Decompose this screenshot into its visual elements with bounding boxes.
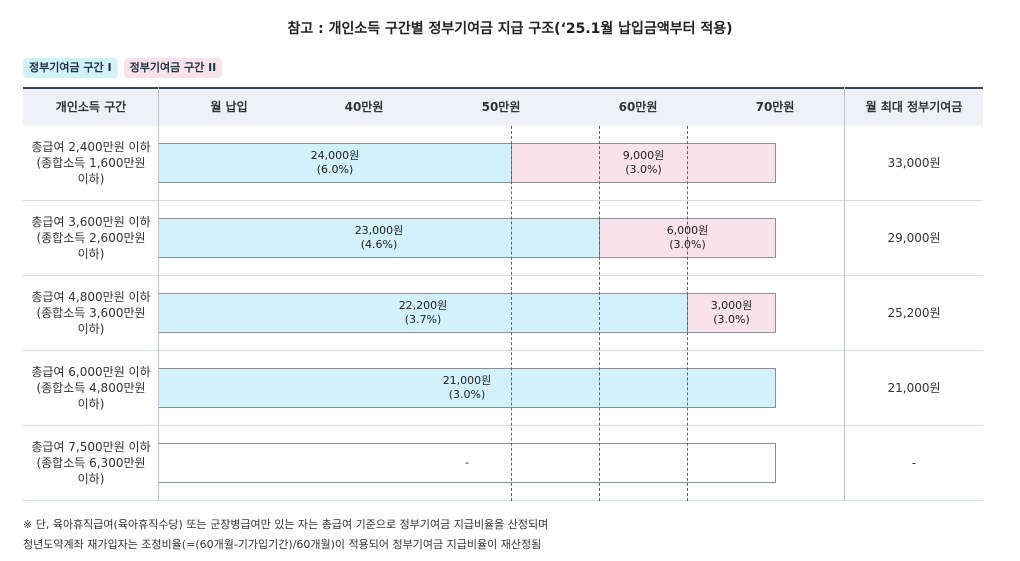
tier2-segment: 9,000원 (3.0%) xyxy=(511,144,775,182)
tier2-segment: 3,000원 (3.0%) xyxy=(687,294,775,332)
segment-rate: (3.0%) xyxy=(713,313,750,326)
tier1-segment: 21,000원 (3.0%) xyxy=(159,369,775,407)
tick-guide-line xyxy=(687,126,688,501)
income-bracket-text: 총급여 3,600만원 이하 xyxy=(31,215,151,229)
income-bracket-text: (종합소득 3,600만원 xyxy=(36,306,146,320)
income-bracket-text: 총급여 2,400만원 이하 xyxy=(31,140,151,154)
table-row: 총급여 4,800만원 이하 (종합소득 3,600만원 이하) 22,200원 (3.… xyxy=(23,276,983,351)
income-bracket-text: 총급여 7,500만원 이하 xyxy=(31,440,151,454)
income-bracket-text: 이하) xyxy=(77,172,105,186)
contribution-bar: - xyxy=(158,443,776,483)
income-bracket-text: 이하) xyxy=(77,322,105,336)
segment-amount: 24,000원 xyxy=(310,149,360,162)
segment-rate: (6.0%) xyxy=(316,163,354,176)
legend-tier1: 정부기여금 구간 I xyxy=(23,58,118,78)
max-contribution: 25,200원 xyxy=(887,306,941,320)
header-tick-60: 60만원 xyxy=(618,100,658,114)
income-bracket-text: (종합소득 4,800만원 xyxy=(36,381,146,395)
contribution-bar: 22,200원 (3.7%) 3,000원 (3.0%) xyxy=(158,293,776,333)
contribution-table: 개인소득 구간 월 납입 40만원 50만원 60만원 70만원 월 최대 정부… xyxy=(23,87,983,501)
max-contribution: 33,000원 xyxy=(887,156,941,170)
segment-rate: (3.0%) xyxy=(448,388,486,401)
header-monthly: 월 납입 xyxy=(210,100,248,114)
contribution-bar: 23,000원 (4.6%) 6,000원 (3.0%) xyxy=(158,218,776,258)
footnote-line-1: ※ 단, 육아휴직급여(육아휴직수당) 또는 군장병급여만 있는 자는 총급여 … xyxy=(23,518,549,531)
header-tick-40: 40만원 xyxy=(344,100,384,114)
tick-guide-line xyxy=(599,126,600,501)
tier1-segment: 22,200원 (3.7%) xyxy=(159,294,687,332)
max-contribution: 21,000원 xyxy=(887,381,941,395)
income-bracket-text: 총급여 4,800만원 이하 xyxy=(31,290,151,304)
segment-amount: 3,000원 xyxy=(710,299,753,312)
legend-tier2: 정부기여금 구간 II xyxy=(123,58,223,78)
segment-amount: 23,000원 xyxy=(354,224,404,237)
column-divider xyxy=(844,87,845,501)
max-contribution: - xyxy=(911,456,917,470)
header-income: 개인소득 구간 xyxy=(55,100,127,114)
segment-rate: (3.0%) xyxy=(625,163,662,176)
page-title: 참고 : 개인소득 구간별 정부기여금 지급 구조(‘25.1월 납입금액부터 … xyxy=(287,21,733,37)
header-tick-70: 70만원 xyxy=(755,100,795,114)
footnote-line-2: 청년도약계좌 재가입자는 조정비율(=(60개월-기가입기간)/60개월)이 적… xyxy=(23,538,542,551)
table-row: 총급여 6,000만원 이하 (종합소득 4,800만원 이하) 21,000원 (3.… xyxy=(23,351,983,426)
contribution-bar: 21,000원 (3.0%) xyxy=(158,368,776,408)
tier1-segment: 24,000원 (6.0%) xyxy=(159,144,511,182)
segment-rate: (3.7%) xyxy=(404,313,442,326)
segment-amount: 21,000원 xyxy=(442,374,492,387)
tick-guide-line xyxy=(511,126,512,501)
segment-amount: 22,200원 xyxy=(398,299,448,312)
tier1-segment: 23,000원 (4.6%) xyxy=(159,219,599,257)
column-divider xyxy=(158,87,159,501)
footnote: ※ 단, 육아휴직급여(육아휴직수당) 또는 군장병급여만 있는 자는 총급여 … xyxy=(23,515,548,555)
income-bracket-text: (종합소득 1,600만원 xyxy=(36,156,146,170)
income-bracket-text: (종합소득 2,600만원 xyxy=(36,231,146,245)
segment-amount: - xyxy=(465,456,469,469)
contribution-bar: 24,000원 (6.0%) 9,000원 (3.0%) xyxy=(158,143,776,183)
header-tick-50: 50만원 xyxy=(481,100,521,114)
segment-amount: 9,000원 xyxy=(622,149,665,162)
no-contribution-segment: - xyxy=(159,444,775,482)
max-contribution: 29,000원 xyxy=(887,231,941,245)
income-bracket-text: (종합소득 6,300만원 xyxy=(36,456,146,470)
table-header: 개인소득 구간 월 납입 40만원 50만원 60만원 70만원 월 최대 정부… xyxy=(23,87,983,126)
legend: 정부기여금 구간 I 정부기여금 구간 II xyxy=(23,58,223,78)
income-bracket-text: 총급여 6,000만원 이하 xyxy=(31,365,151,379)
income-bracket-text: 이하) xyxy=(77,397,105,411)
income-bracket-text: 이하) xyxy=(77,247,105,261)
header-max: 월 최대 정부기여금 xyxy=(865,100,963,114)
segment-rate: (4.6%) xyxy=(360,238,398,251)
income-bracket-text: 이하) xyxy=(77,472,105,486)
